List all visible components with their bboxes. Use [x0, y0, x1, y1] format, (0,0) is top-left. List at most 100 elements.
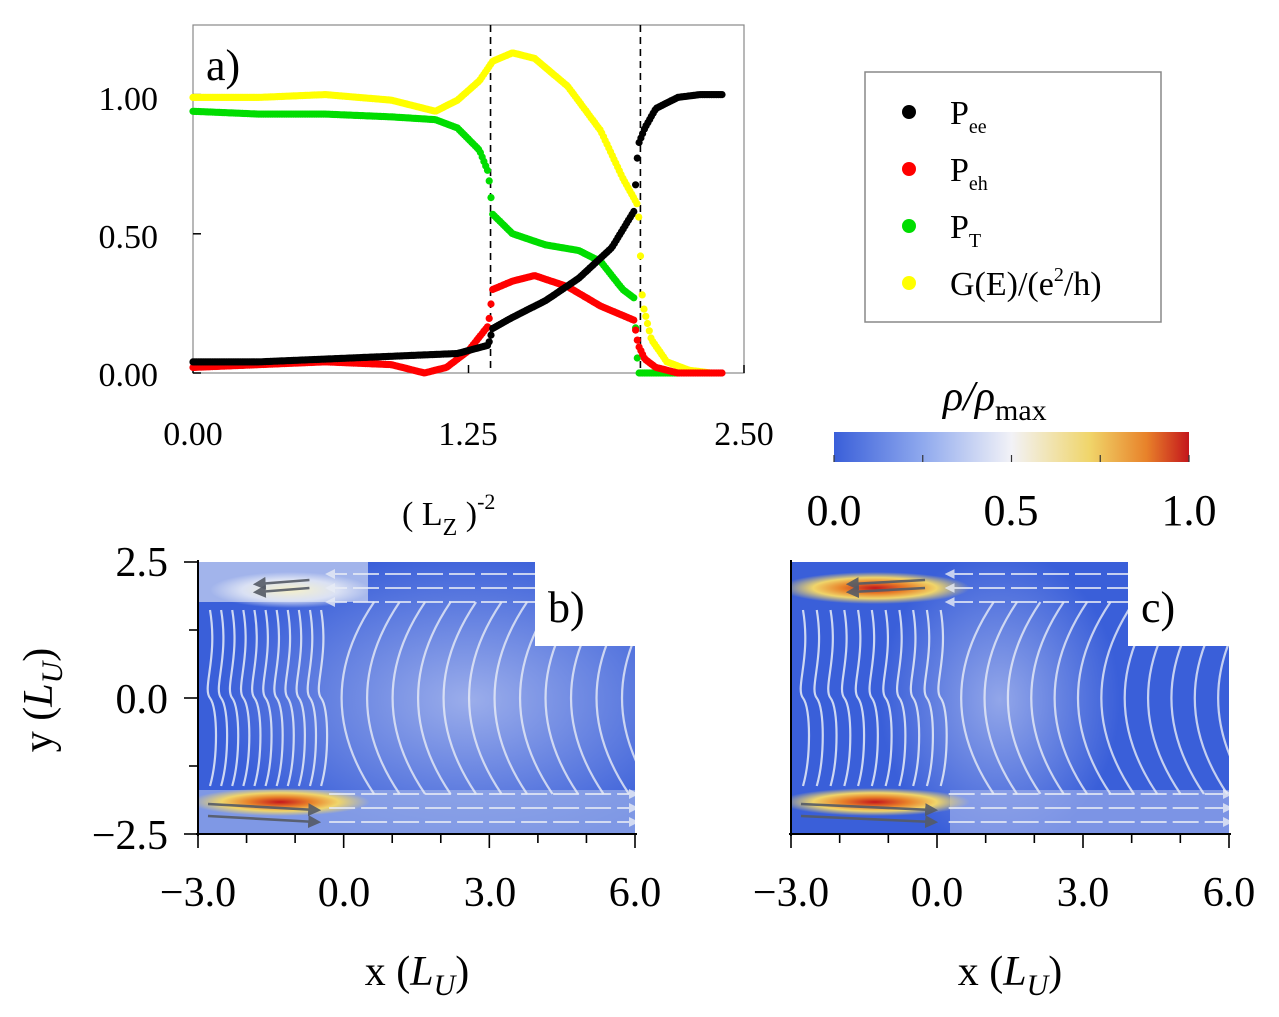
point-g-e-e2-h- — [642, 312, 650, 320]
panel-c-streamline — [1100, 601, 1135, 795]
panel-c-lead-flow — [800, 802, 939, 817]
panel-c-streamline — [813, 609, 824, 787]
panel-b-streamline — [417, 601, 452, 795]
panel-b-streamline — [228, 609, 240, 787]
legend-label-p-ee: Pee — [950, 95, 987, 138]
legend-marker-p-ee — [902, 105, 916, 119]
panel-c-streamline — [960, 601, 995, 795]
legend: Pee Peh PT G(E)/(e2/h) — [864, 71, 1162, 323]
panel-b-streamline — [306, 609, 318, 787]
colorbar-label: ρ/ρmax — [941, 374, 1047, 427]
panel-c-streamline — [1217, 639, 1229, 757]
point-g-e-e2-h- — [643, 319, 652, 328]
panel-b-lead-flow — [207, 802, 322, 817]
colorbar-tick-1: 0.0 — [807, 486, 862, 535]
panel-b-streamline — [340, 601, 376, 795]
panel-c-channel-glow — [880, 562, 1120, 834]
panel-c-lead-flow — [845, 585, 926, 599]
panel-b-streamline — [251, 609, 262, 787]
panel-c-streamline — [1030, 601, 1065, 795]
panel-b-streamline — [621, 634, 635, 762]
panel-b-ytick-3: −2.5 — [92, 813, 168, 859]
panel-b-streamline — [295, 609, 306, 787]
point-p-ee — [485, 338, 493, 346]
panel-a-ytick-2: 0.50 — [99, 219, 159, 256]
panel-c-label-box — [1128, 562, 1229, 646]
panel-b-ytick-1: 2.5 — [116, 540, 169, 586]
point-g-e-e2-h- — [640, 305, 648, 313]
panel-c-xtick-4: 6.0 — [1203, 870, 1256, 916]
panel-a-points — [189, 49, 726, 377]
panel-a-frame — [192, 24, 745, 374]
panel-c-streamline — [909, 609, 921, 787]
panel-b-ylabel: y (LU) — [16, 648, 69, 753]
point-p-ee — [630, 207, 638, 216]
panel-c-streamline — [1006, 601, 1042, 795]
panel-b-streamline — [317, 609, 329, 787]
panel-b-xtick-1: −3.0 — [160, 870, 236, 916]
panel-b-ticks — [184, 561, 636, 848]
point-g-e-e2-h- — [636, 252, 645, 260]
point-p-t — [630, 294, 638, 302]
panel-c-bottom-hotspot — [791, 788, 970, 816]
panel-c-streamline — [827, 609, 838, 787]
legend-label-conductance: G(E)/(e2/h) — [950, 264, 1102, 303]
legend-item-p-ee: Pee — [902, 95, 987, 138]
panel-a-ytick-1: 1.00 — [99, 81, 159, 118]
point-p-ee — [718, 91, 726, 99]
colorbar-tick-2: 0.5 — [984, 486, 1039, 535]
panel-b-xlabel: x (LU) — [365, 949, 470, 1002]
legend-item-p-t: PT — [902, 209, 981, 252]
point-p-t — [485, 177, 493, 185]
panel-b-xtick-3: 3.0 — [464, 870, 517, 916]
colorbar-tick-3: 1.0 — [1162, 486, 1217, 535]
panel-a-xtick-3: 2.50 — [714, 416, 774, 453]
panel-b-bottom-hotspot — [198, 788, 370, 816]
point-p-eh — [485, 314, 493, 322]
panel-c-streamline — [799, 609, 811, 787]
legend-marker-p-t — [902, 219, 916, 233]
legend-marker-conductance — [902, 276, 916, 290]
colorbar-ticks — [833, 455, 1190, 462]
point-p-t — [633, 354, 641, 362]
panel-b-streamline — [391, 601, 426, 795]
point-p-eh — [487, 300, 495, 308]
panel-a-ytick-3: 0.00 — [99, 357, 159, 394]
panel-c-ticks — [790, 834, 1230, 848]
panel-c-streamline — [854, 609, 866, 787]
panel-c-streamline — [882, 609, 893, 787]
legend-marker-p-eh — [902, 162, 916, 176]
panel-a-xlabel: ( LZ )-2 — [402, 489, 495, 541]
point-p-ee — [487, 331, 495, 339]
panel-c-streamline — [923, 609, 935, 787]
panel-c-streamline — [1053, 601, 1089, 795]
panel-a-scatter-chart: a) 1.00 0.50 0.00 0.00 1.25 2.50 ( LZ )-… — [99, 24, 774, 541]
panel-b-label-box — [535, 562, 635, 646]
point-p-eh — [633, 336, 641, 344]
panel-b-streamline — [493, 601, 528, 795]
panel-b-streamline — [262, 609, 273, 787]
panel-c-label: c) — [1141, 583, 1175, 632]
panel-c-lead-flow — [845, 577, 926, 591]
panel-b-streamline — [366, 601, 401, 795]
panel-c-streamline — [983, 601, 1018, 795]
panel-c-density-map: c) −3.0 0.0 3.0 6.0 x (LU) — [753, 560, 1256, 1002]
point-p-ee — [632, 181, 640, 189]
point-g-e-e2-h- — [633, 200, 641, 208]
panel-b-lead-flow — [252, 584, 310, 598]
point-p-eh — [630, 316, 638, 324]
point-g-e-e2-h- — [635, 213, 643, 221]
panel-b-ytick-2: 0.0 — [116, 677, 169, 723]
panel-b-xtick-4: 6.0 — [609, 870, 662, 916]
panel-c-streamline — [868, 609, 879, 787]
panel-b-streamline — [442, 601, 477, 795]
panel-b-streamline — [648, 602, 681, 794]
panel-c-streamline — [1077, 601, 1112, 795]
panel-a-label: a) — [206, 41, 240, 90]
panel-c-xtick-1: −3.0 — [753, 870, 829, 916]
panel-b-streamline — [273, 609, 284, 787]
panel-b-lead-flow — [207, 814, 322, 829]
panel-b-streamline — [239, 609, 251, 787]
colorbar: ρ/ρmax 0.0 0.5 1.0 — [807, 374, 1217, 535]
